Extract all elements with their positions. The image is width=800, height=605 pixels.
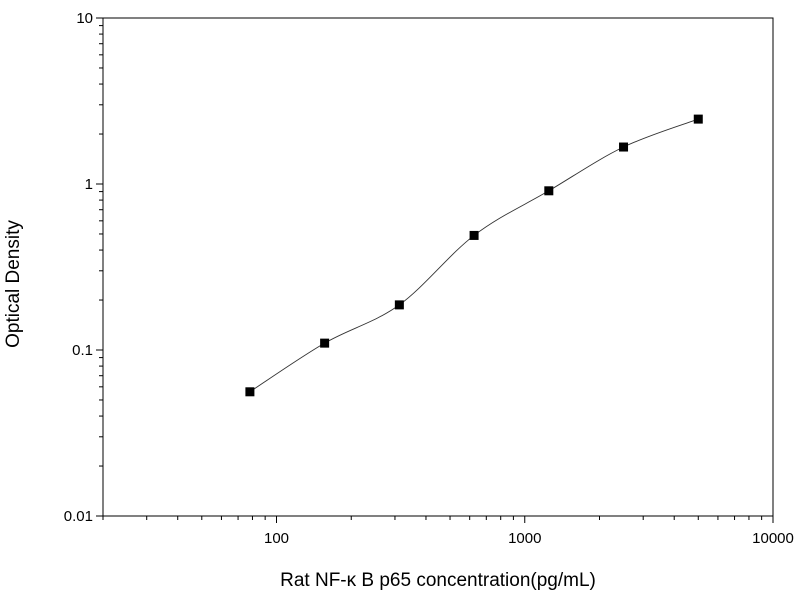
data-point: [469, 230, 479, 240]
data-point: [245, 387, 255, 397]
y-tick-label: 10: [76, 10, 93, 27]
data-point: [544, 186, 554, 196]
data-point: [693, 114, 703, 124]
plot-frame: [102, 17, 774, 517]
data-point: [320, 338, 330, 348]
y-tick-label: 0.01: [64, 508, 93, 525]
y-tick-label: 0.1: [72, 342, 93, 359]
x-tick-label: 1000: [508, 530, 541, 547]
x-tick-label: 10000: [752, 530, 794, 547]
y-axis-label: Optical Density: [3, 220, 24, 348]
y-tick-label: 1: [85, 176, 93, 193]
fit-curve: [249, 118, 699, 393]
data-point: [619, 142, 629, 152]
x-axis-label: Rat NF-κ B p65 concentration(pg/mL): [280, 570, 596, 591]
x-tick-label: 100: [264, 530, 289, 547]
data-point: [394, 300, 404, 310]
